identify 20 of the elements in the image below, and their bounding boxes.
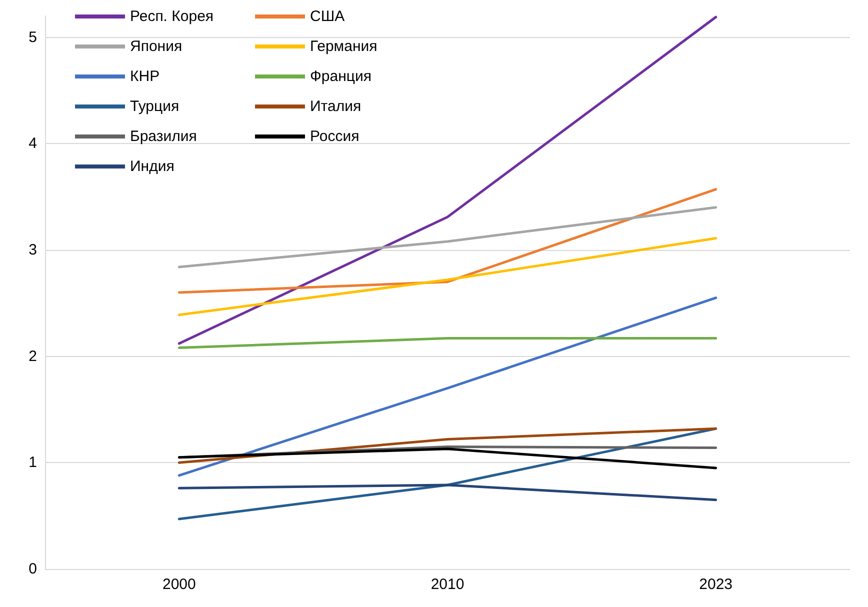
legend-label: Япония [130,38,182,55]
y-tick-label: 4 [28,135,37,152]
legend-label: Респ. Корея [130,8,214,25]
y-tick-label: 1 [28,454,37,472]
legend-label: Италия [310,98,362,115]
y-tick-label: 5 [28,28,37,46]
y-tick-label: 2 [28,348,37,365]
y-tick-label: 0 [28,560,37,578]
legend-label: США [310,8,345,25]
legend-label: Индия [130,158,174,175]
x-tick-label: 2023 [699,576,733,593]
legend-label: Франция [310,68,372,85]
y-tick-label: 3 [28,241,37,258]
legend-label: Германия [310,38,378,55]
legend-label: КНР [130,68,160,85]
legend-label: Бразилия [130,128,197,145]
legend-label: Турция [130,98,180,115]
x-tick-label: 2000 [162,576,196,593]
x-tick-label: 2010 [430,576,464,593]
legend-label: Россия [310,128,360,145]
